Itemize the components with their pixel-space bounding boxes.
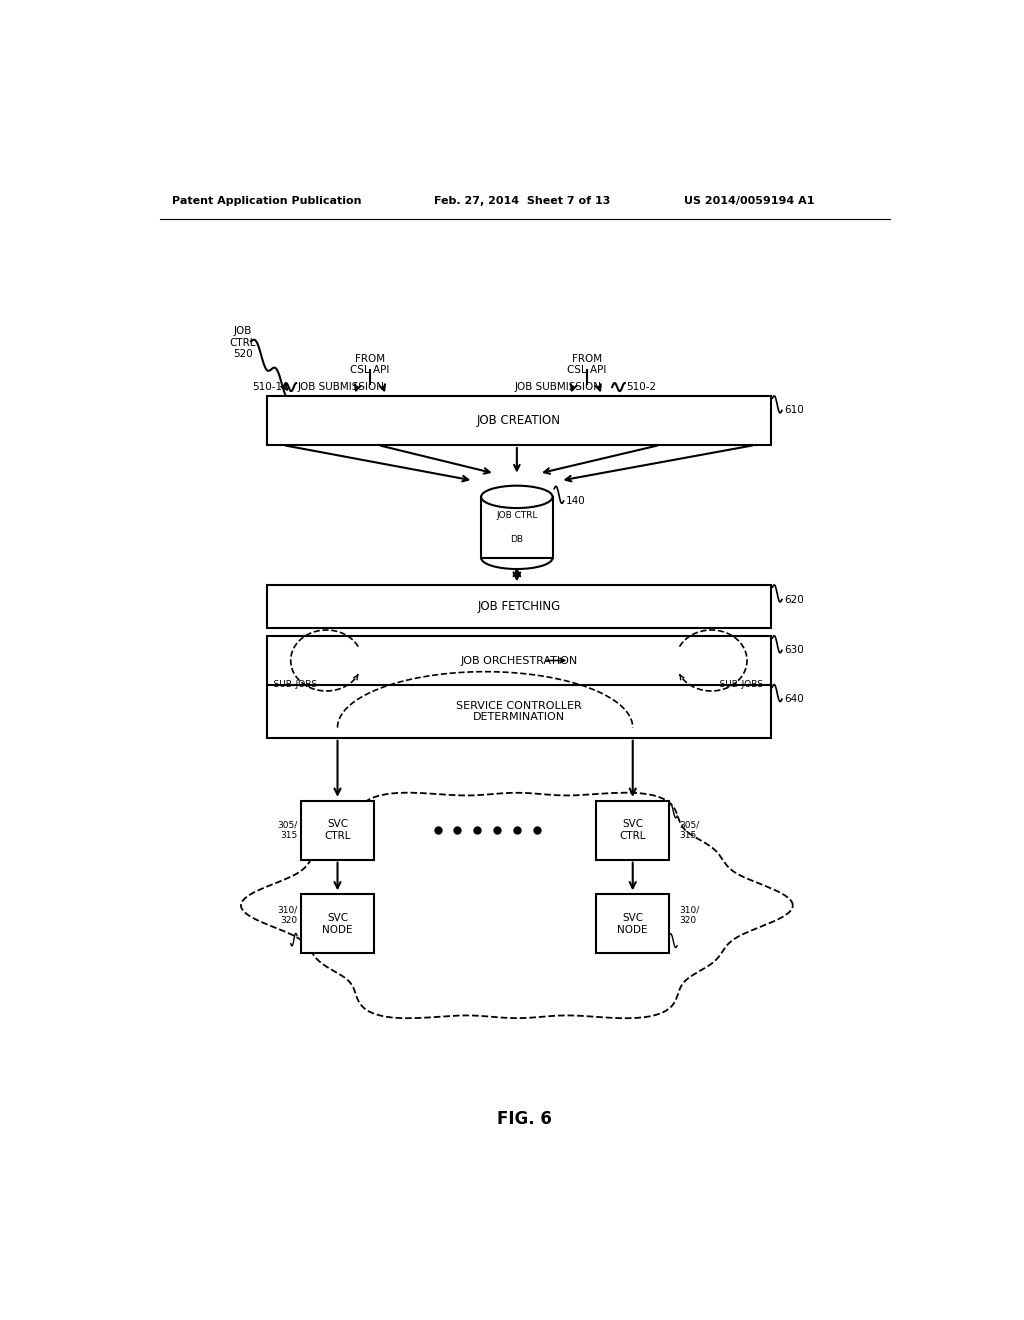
Text: US 2014/0059194 A1: US 2014/0059194 A1 bbox=[684, 197, 814, 206]
Text: 305/
315: 305/ 315 bbox=[276, 821, 297, 840]
Text: SVC
CTRL: SVC CTRL bbox=[325, 820, 351, 841]
Bar bbox=[267, 396, 771, 445]
Text: 140: 140 bbox=[566, 496, 586, 506]
Bar bbox=[596, 801, 670, 859]
Bar bbox=[267, 585, 771, 628]
Text: JOB
CTRL
520: JOB CTRL 520 bbox=[229, 326, 256, 359]
Text: FROM
CSL API: FROM CSL API bbox=[350, 354, 390, 375]
Text: SVC
CTRL: SVC CTRL bbox=[620, 820, 646, 841]
Text: SVC
NODE: SVC NODE bbox=[323, 913, 352, 935]
Text: JOB ORCHESTRATION: JOB ORCHESTRATION bbox=[460, 656, 578, 665]
Ellipse shape bbox=[481, 486, 553, 508]
Text: Patent Application Publication: Patent Application Publication bbox=[172, 197, 361, 206]
Text: JOB FETCHING: JOB FETCHING bbox=[477, 601, 560, 612]
Text: –SUB-JOBS–: –SUB-JOBS– bbox=[715, 680, 768, 689]
Bar bbox=[481, 496, 553, 558]
Text: FROM
CSL API: FROM CSL API bbox=[567, 354, 606, 375]
Text: 510-1: 510-1 bbox=[252, 381, 282, 392]
Text: 610: 610 bbox=[784, 405, 804, 416]
Bar bbox=[596, 894, 670, 953]
Text: 510-2: 510-2 bbox=[627, 381, 656, 392]
Text: SVC
NODE: SVC NODE bbox=[617, 913, 648, 935]
Text: Feb. 27, 2014  Sheet 7 of 13: Feb. 27, 2014 Sheet 7 of 13 bbox=[433, 197, 610, 206]
Text: FIG. 6: FIG. 6 bbox=[498, 1110, 552, 1127]
Text: DB: DB bbox=[510, 535, 523, 544]
Text: JOB CTRL: JOB CTRL bbox=[496, 511, 538, 520]
Text: JOB SUBMISSION: JOB SUBMISSION bbox=[298, 381, 385, 392]
Text: 305/
315: 305/ 315 bbox=[680, 821, 699, 840]
Text: –SUB-JOBS–: –SUB-JOBS– bbox=[270, 680, 323, 689]
Text: SERVICE CONTROLLER
DETERMINATION: SERVICE CONTROLLER DETERMINATION bbox=[456, 701, 582, 722]
Text: 630: 630 bbox=[784, 645, 804, 655]
Bar bbox=[301, 894, 374, 953]
Text: 640: 640 bbox=[784, 694, 804, 704]
Text: 620: 620 bbox=[784, 594, 804, 605]
Text: JOB SUBMISSION: JOB SUBMISSION bbox=[514, 381, 601, 392]
Text: 310/
320: 310/ 320 bbox=[276, 906, 297, 924]
Text: 310/
320: 310/ 320 bbox=[680, 906, 699, 924]
Bar bbox=[301, 801, 374, 859]
Bar bbox=[267, 636, 771, 738]
Text: JOB CREATION: JOB CREATION bbox=[477, 414, 561, 428]
